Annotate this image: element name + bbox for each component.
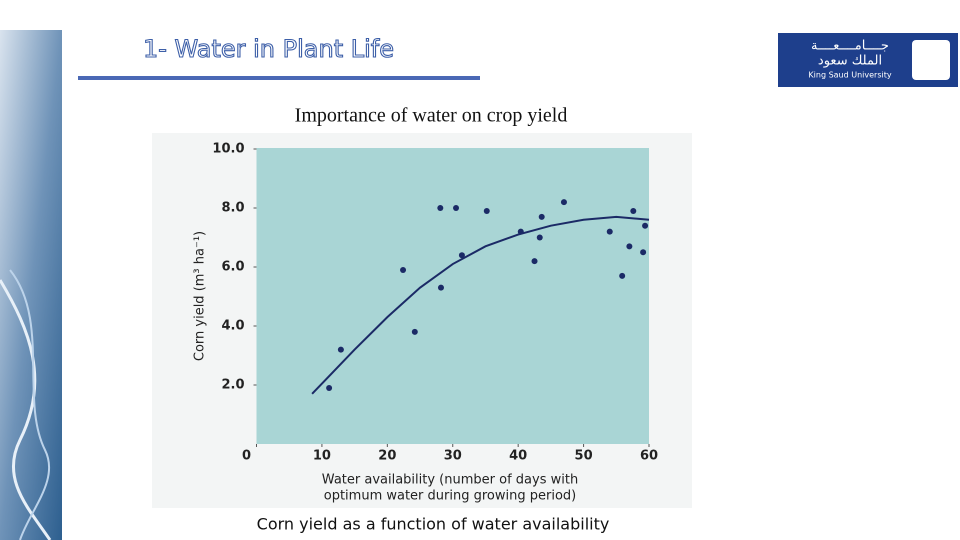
x-tick-label: 50 [575,449,593,464]
data-point [453,205,460,211]
side-decoration [0,30,62,540]
x-tick-label: 10 [313,449,331,464]
data-point [337,346,344,353]
y-axis-label: Corn yield (m³ ha⁻¹) [193,231,208,361]
data-point [642,222,649,229]
data-point [483,207,490,214]
y-tick-label: 10.0 [212,142,244,157]
x-tick-label: 30 [444,449,462,464]
logo-english: King Saud University [808,71,891,80]
data-point [411,328,418,335]
data-point [326,384,333,391]
data-point [606,228,613,235]
fit-curve [311,215,650,395]
logo-emblem [912,40,950,80]
dna-strand [0,279,52,540]
data-point [538,213,545,220]
dna-strand [9,269,51,540]
data-point [437,284,444,291]
logo-arabic: الملك سعود [818,54,882,69]
x-tick-label: 60 [640,449,658,464]
data-point [640,249,647,256]
x-tick-label: 20 [378,449,396,464]
x-axis-label: optimum water during growing period) [324,489,576,504]
plot-area [256,148,649,444]
y-tick-label: 8.0 [221,201,244,216]
title-underline [78,76,480,80]
data-point [626,243,633,250]
data-point [458,252,465,259]
y-tick-label: 4.0 [221,319,244,334]
x-tick-label: 40 [509,449,527,464]
chart-subtitle: Importance of water on crop yield [295,105,568,127]
data-point [531,258,538,265]
y-tick-label: 2.0 [221,378,244,393]
data-point [619,272,626,279]
chart: 2.0 4.0 6.0 8.0 10.0 0 10 20 30 40 50 60 Water avail… [193,142,659,504]
data-point [437,205,444,211]
x-tick-label: 0 [242,449,251,464]
data-point [400,266,407,273]
x-axis-label: Water availability (number of days with [322,473,578,488]
data-point [630,207,637,214]
data-point [560,199,567,206]
y-tick-label: 6.0 [221,260,244,275]
logo-arabic: جــــامــــعــــة [811,39,889,54]
data-point [536,234,543,241]
slide-title: 1- Water in Plant Life [143,35,394,63]
caption: Corn yield as a function of water availa… [257,515,610,534]
